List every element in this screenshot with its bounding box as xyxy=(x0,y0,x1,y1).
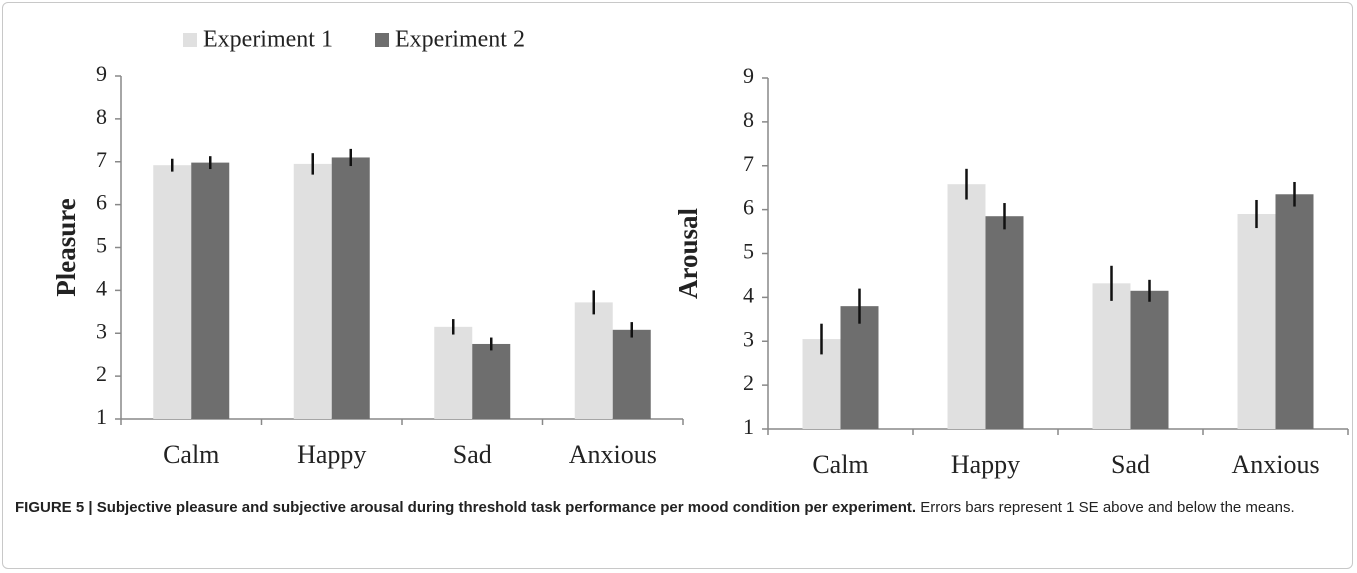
bar xyxy=(434,326,473,419)
bar xyxy=(612,329,651,419)
y-tick-label: 2 xyxy=(743,370,754,395)
bar xyxy=(1237,214,1276,429)
y-tick-label: 1 xyxy=(96,404,107,429)
y-tick-label: 6 xyxy=(743,195,754,220)
bar xyxy=(1275,194,1314,429)
x-tick-label: Anxious xyxy=(1231,450,1319,479)
y-tick-label: 1 xyxy=(743,414,754,439)
y-tick-label: 5 xyxy=(743,239,754,264)
y-axis-label: Arousal xyxy=(673,207,703,299)
y-tick-label: 5 xyxy=(96,233,107,258)
y-tick-label: 6 xyxy=(96,190,107,215)
x-tick-label: Calm xyxy=(812,450,868,479)
charts: 1 2 3 4 5 6 7 8 9 Pleasure Calm Happy Sad Anxious Expe… xyxy=(51,27,1349,479)
bar xyxy=(985,216,1024,429)
y-tick-label: 2 xyxy=(96,361,107,386)
y-tick-label: 8 xyxy=(96,104,107,129)
legend-label: Experiment 1 xyxy=(203,27,333,53)
x-tick-label: Calm xyxy=(163,440,219,469)
caption-title: FIGURE 5 | Subjective pleasure and subje… xyxy=(15,499,917,516)
y-tick-label: 9 xyxy=(96,61,107,86)
y-tick-label: 8 xyxy=(743,107,754,132)
y-tick-label: 3 xyxy=(96,318,107,343)
caption-text: Errors bars represent 1 SE above and bel… xyxy=(920,499,1295,516)
bar xyxy=(153,165,192,419)
bar xyxy=(1092,283,1131,429)
y-tick-label: 4 xyxy=(96,275,107,300)
legend-label: Experiment 2 xyxy=(395,27,525,53)
bar xyxy=(472,343,511,419)
x-tick-label: Sad xyxy=(453,440,492,469)
bar xyxy=(840,306,879,429)
bar xyxy=(947,184,986,429)
y-tick-label: 7 xyxy=(96,147,107,172)
y-axis-label: Pleasure xyxy=(51,198,81,296)
caption: FIGURE 5 | Subjective pleasure and subje… xyxy=(15,497,1335,519)
y-tick-label: 9 xyxy=(743,63,754,88)
legend-swatch xyxy=(375,33,389,47)
bar xyxy=(1130,290,1169,429)
bar xyxy=(293,163,332,419)
legend-swatch xyxy=(183,33,197,47)
x-tick-label: Happy xyxy=(951,450,1020,479)
bar xyxy=(191,162,230,420)
x-tick-label: Anxious xyxy=(569,440,657,469)
y-tick-label: 7 xyxy=(743,151,754,176)
bar xyxy=(574,302,613,419)
x-tick-label: Sad xyxy=(1111,450,1150,479)
y-tick-label: 3 xyxy=(743,326,754,351)
x-tick-label: Happy xyxy=(297,440,366,469)
bar xyxy=(331,157,370,419)
y-tick-label: 4 xyxy=(743,282,754,307)
